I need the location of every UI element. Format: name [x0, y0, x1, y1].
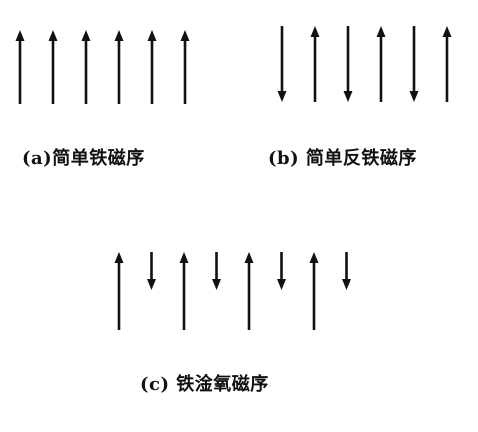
ferrimagnetic-arrow-group: [114, 252, 351, 330]
spin-arrow-up: [180, 30, 190, 104]
spin-arrow-up: [81, 30, 91, 104]
spin-arrow-down: [409, 26, 419, 102]
spin-arrow-down: [343, 26, 353, 102]
spin-arrow-down: [277, 26, 287, 102]
caption-antiferromagnetic: (b) 简单反铁磁序: [268, 148, 417, 169]
spin-arrow-up: [244, 252, 254, 330]
spin-arrow-up: [147, 30, 157, 104]
spin-arrow-down-short: [277, 252, 286, 290]
spin-arrow-down-short: [147, 252, 156, 290]
spin-arrow-up: [376, 26, 386, 102]
spin-arrow-up: [442, 26, 452, 102]
spin-arrow-up: [114, 30, 124, 104]
caption-ferrimagnetic: (c) 铁淦氧磁序: [140, 374, 269, 395]
spin-arrow-up: [310, 26, 320, 102]
spin-arrow-up: [114, 252, 124, 330]
spin-arrow-down-short: [342, 252, 351, 290]
spin-arrow-up: [48, 30, 58, 104]
spin-arrow-down-short: [212, 252, 221, 290]
spin-arrow-up: [309, 252, 319, 330]
spin-arrow-up: [179, 252, 189, 330]
ferromagnetic-arrow-group: [15, 30, 190, 104]
caption-ferromagnetic: (a)简单铁磁序: [22, 148, 145, 169]
antiferromagnetic-arrow-group: [277, 26, 452, 102]
spin-arrow-up: [15, 30, 25, 104]
